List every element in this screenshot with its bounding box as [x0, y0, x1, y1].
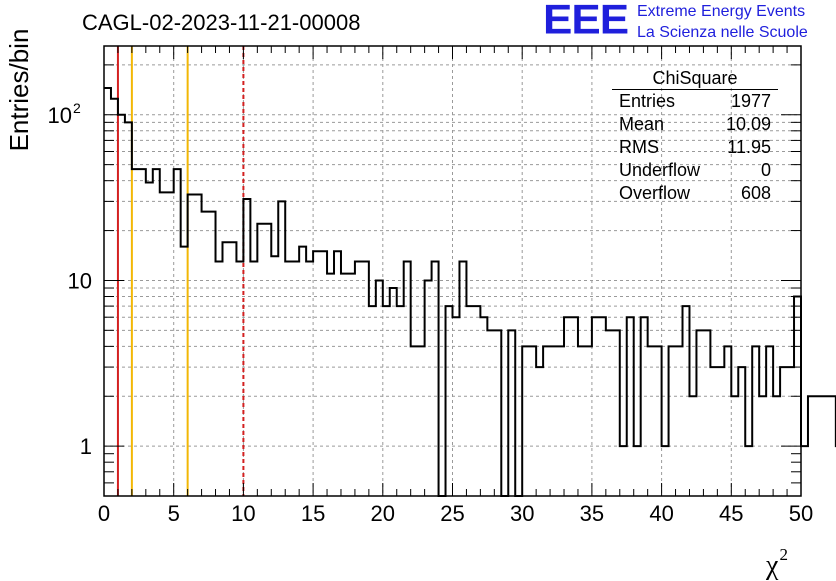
y-axis-label: Entries/bin — [4, 28, 34, 152]
y-tick-label: 10 — [68, 268, 92, 293]
stats-label: Mean — [619, 114, 665, 134]
stats-row-overflow: Overflow 608 — [612, 182, 778, 205]
y-tick-label: 10 — [48, 103, 72, 128]
logo-subtitle-2: La Scienza nelle Scuole — [637, 24, 808, 41]
x-tick-label: 15 — [301, 501, 325, 526]
y-tick-label: 1 — [80, 434, 92, 459]
stats-label: Underflow — [619, 160, 701, 180]
y-tick-label-exponent: 2 — [73, 100, 81, 116]
stats-value: 10.09 — [725, 114, 771, 134]
x-tick-label: 40 — [649, 501, 673, 526]
stats-value: 11.95 — [727, 137, 771, 157]
stats-value: 0 — [760, 160, 771, 180]
axis-ticks — [103, 46, 802, 497]
stats-box: ChiSquare Entries 1977 Mean 10.09 RMS 11… — [612, 67, 778, 205]
eee-logo-mark: EEE — [543, 0, 629, 43]
x-tick-label: 50 — [789, 501, 813, 526]
stats-row-rms: RMS 11.95 — [612, 136, 778, 159]
histogram-series — [104, 87, 836, 497]
eee-logo: EEE Extreme Energy Events La Scienza nel… — [543, 0, 831, 46]
stats-row-entries: Entries 1977 — [612, 90, 778, 113]
x-tick-labels: 0 5 10 15 20 25 30 35 40 45 50 — [98, 501, 813, 526]
stats-title: ChiSquare — [612, 67, 778, 90]
x-axis-label-superscript: 2 — [779, 545, 788, 564]
stats-value: 608 — [740, 183, 771, 203]
stats-label: RMS — [619, 137, 659, 157]
stats-row-underflow: Underflow 0 — [612, 159, 778, 182]
x-tick-label: 10 — [231, 501, 255, 526]
x-axis-label-symbol: χ — [766, 550, 779, 581]
stats-value: 1977 — [730, 91, 771, 111]
x-tick-label: 45 — [719, 501, 743, 526]
stats-row-mean: Mean 10.09 — [612, 113, 778, 136]
x-tick-label: 0 — [98, 501, 110, 526]
x-tick-label: 25 — [440, 501, 464, 526]
x-tick-label: 20 — [371, 501, 395, 526]
logo-subtitle-1: Extreme Energy Events — [637, 3, 806, 20]
threshold-lines — [116, 46, 245, 496]
stats-label: Overflow — [619, 183, 691, 203]
x-axis-label: χ2 — [766, 540, 788, 581]
x-tick-label: 30 — [510, 501, 534, 526]
x-tick-label: 35 — [580, 501, 604, 526]
x-tick-label: 5 — [168, 501, 180, 526]
chart-title: CAGL-02-2023-11-21-00008 — [82, 10, 361, 35]
stats-label: Entries — [619, 91, 676, 111]
